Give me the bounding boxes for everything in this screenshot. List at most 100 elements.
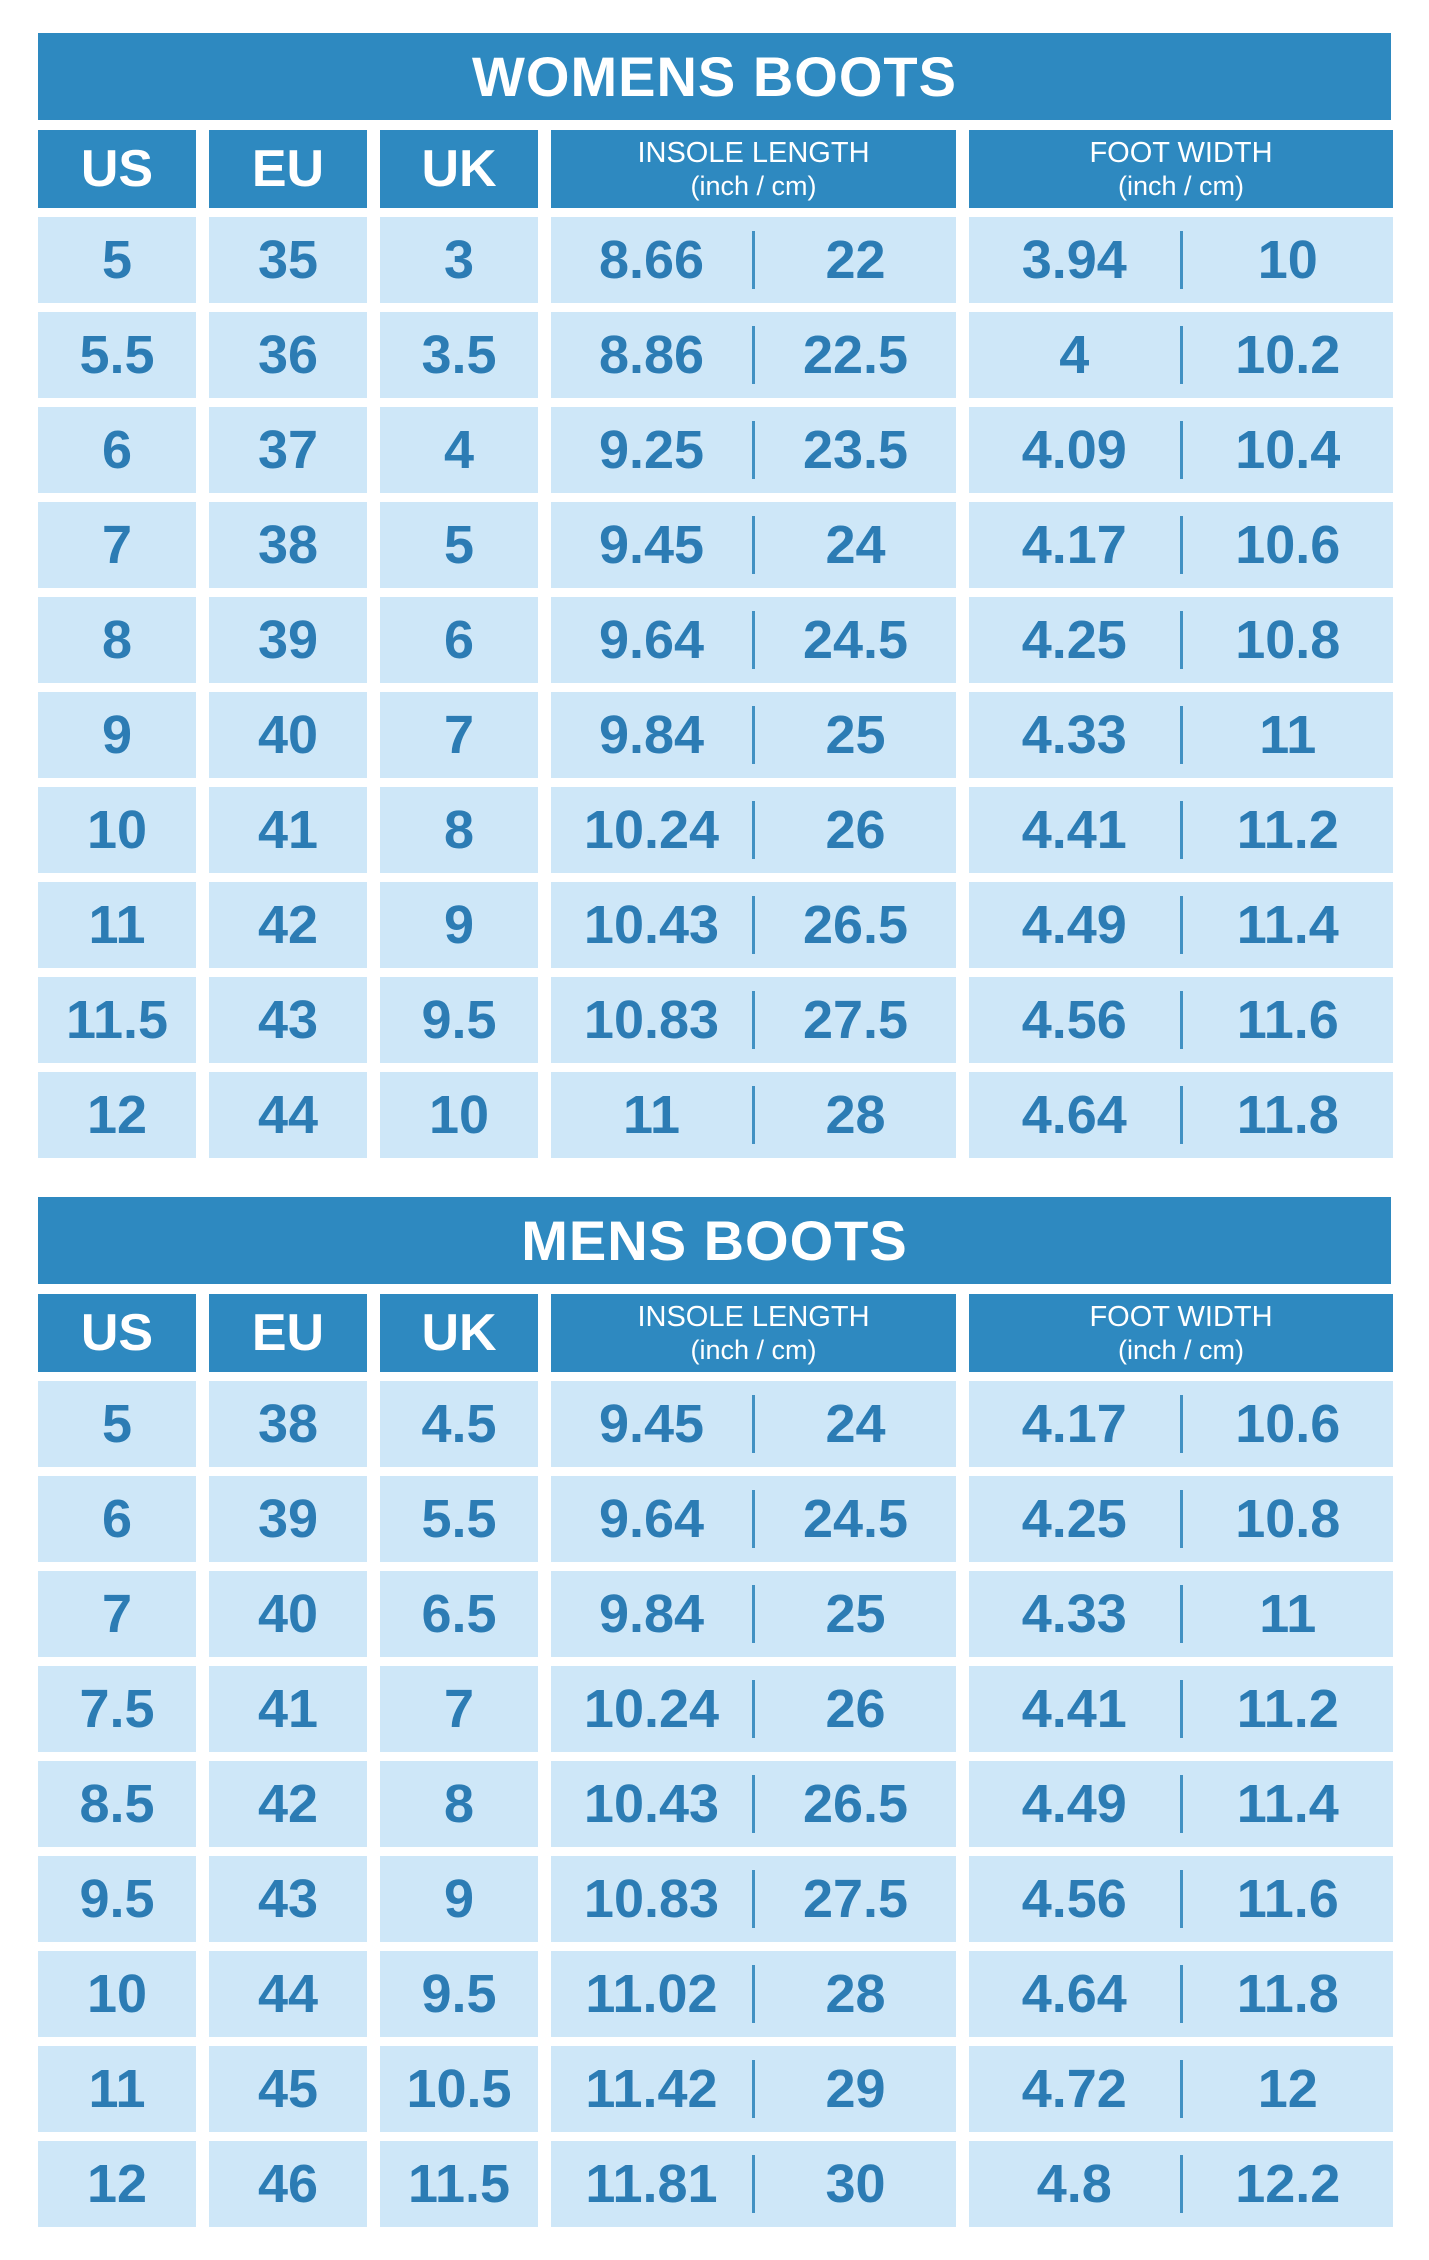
us-size-value: 11 — [88, 2059, 146, 2119]
uk-size-cell: 6.5 — [380, 1571, 538, 1657]
foot-width-cell: 4.25 10.8 — [969, 1476, 1393, 1562]
foot-width-cell: 4.8 12.2 — [969, 2141, 1393, 2227]
us-size-cell: 5 — [38, 1381, 196, 1467]
eu-size-value: 46 — [257, 2154, 319, 2214]
foot-width-cm-value: 11.4 — [1236, 1774, 1339, 1834]
foot-width-cell: 4.41 11.2 — [969, 787, 1393, 873]
column-header-uk: UK — [380, 130, 538, 208]
us-size-cell: 7 — [38, 502, 196, 588]
foot-width-inch-value: 4.8 — [1036, 2154, 1112, 2214]
foot-width-cell: 4 10.2 — [969, 312, 1393, 398]
eu-size-cell: 36 — [209, 312, 367, 398]
foot-width-cm-value: 11.6 — [1236, 990, 1339, 1050]
foot-width-inch-value: 4.33 — [1021, 705, 1127, 765]
foot-width-cm-value: 12.2 — [1235, 2154, 1341, 2214]
us-size-cell: 10 — [38, 1951, 196, 2037]
uk-size-value: 9.5 — [421, 990, 497, 1050]
inch-cm-divider — [1179, 611, 1183, 669]
inch-cm-divider — [1179, 801, 1183, 859]
insole-length-cell: 10.83 27.5 — [551, 977, 956, 1063]
inch-cm-divider — [752, 1490, 755, 1548]
insole-length-cm-value: 30 — [825, 2154, 886, 2214]
column-header-eu: EU — [209, 1294, 367, 1372]
us-size-value: 9 — [101, 705, 133, 765]
inch-cm-divider — [1179, 421, 1183, 479]
us-size-value: 5 — [101, 1394, 133, 1454]
insole-length-cm-value: 27.5 — [802, 990, 909, 1050]
column-header-eu: EU — [209, 130, 367, 208]
uk-size-cell: 6 — [380, 597, 538, 683]
eu-size-value: 40 — [257, 1584, 319, 1644]
eu-size-value: 41 — [257, 800, 319, 860]
eu-size-cell: 37 — [209, 407, 367, 493]
insole-length-inch-value: 10.43 — [583, 895, 720, 955]
eu-size-value: 38 — [257, 1394, 319, 1454]
insole-length-inch-value: 11.02 — [585, 1964, 718, 2024]
insole-length-inch-value: 10.43 — [583, 1774, 720, 1834]
foot-width-cm-value: 11.4 — [1236, 895, 1339, 955]
eu-size-value: 43 — [257, 990, 319, 1050]
eu-size-cell: 44 — [209, 1072, 367, 1158]
foot-width-cell: 4.25 10.8 — [969, 597, 1393, 683]
foot-width-cm-value: 11.8 — [1236, 1085, 1339, 1145]
eu-size-cell: 40 — [209, 692, 367, 778]
eu-size-cell: 39 — [209, 597, 367, 683]
eu-size-cell: 43 — [209, 977, 367, 1063]
insole-length-inch-value: 10.24 — [583, 1679, 720, 1739]
insole-length-inch-value: 9.25 — [598, 420, 705, 480]
insole-length-inch-value: 10.24 — [583, 800, 720, 860]
insole-length-cm-value: 24 — [825, 515, 886, 575]
insole-length-cm-value: 25 — [825, 1584, 886, 1644]
insole-length-cell: 8.86 22.5 — [551, 312, 956, 398]
inch-cm-divider — [1179, 2155, 1183, 2213]
eu-size-value: 44 — [257, 1085, 319, 1145]
insole-length-cell: 10.24 26 — [551, 787, 956, 873]
inch-cm-divider — [1179, 2060, 1183, 2118]
inch-cm-divider — [752, 2060, 755, 2118]
insole-length-cell: 10.83 27.5 — [551, 1856, 956, 1942]
insole-length-inch-value: 11.81 — [585, 2154, 718, 2214]
inch-cm-divider — [752, 1395, 755, 1453]
inch-cm-divider — [752, 421, 755, 479]
inch-cm-divider — [1179, 706, 1183, 764]
uk-size-value: 6.5 — [421, 1584, 497, 1644]
insole-length-cm-value: 23.5 — [802, 420, 909, 480]
inch-cm-divider — [1179, 516, 1183, 574]
foot-width-inch-value: 4.41 — [1021, 1679, 1127, 1739]
inch-cm-divider — [1179, 1585, 1183, 1643]
insole-length-inch-value: 9.45 — [598, 1394, 705, 1454]
insole-length-cm-value: 27.5 — [802, 1869, 909, 1929]
inch-cm-divider — [752, 326, 755, 384]
insole-length-cell: 8.66 22 — [551, 217, 956, 303]
eu-size-value: 43 — [257, 1869, 319, 1929]
uk-size-cell: 7 — [380, 692, 538, 778]
foot-width-cell: 4.56 11.6 — [969, 977, 1393, 1063]
uk-size-cell: 9.5 — [380, 977, 538, 1063]
uk-size-cell: 8 — [380, 1761, 538, 1847]
uk-size-value: 5.5 — [421, 1489, 497, 1549]
insole-length-cell: 9.45 24 — [551, 502, 956, 588]
foot-width-inch-value: 4.33 — [1021, 1584, 1127, 1644]
mens-boots-table: MENS BOOTS US EU UK INSOLE LENGTH (inch … — [38, 1197, 1393, 2227]
insole-length-cm-value: 28 — [825, 1964, 886, 2024]
eu-size-value: 39 — [257, 1489, 319, 1549]
foot-width-cell: 3.94 10 — [969, 217, 1393, 303]
eu-size-cell: 42 — [209, 1761, 367, 1847]
inch-cm-divider — [1179, 1395, 1183, 1453]
foot-width-cell: 4.72 12 — [969, 2046, 1393, 2132]
insole-length-inch-value: 11 — [622, 1085, 681, 1145]
us-size-cell: 6 — [38, 407, 196, 493]
eu-size-value: 37 — [257, 420, 319, 480]
inch-cm-divider — [1179, 896, 1183, 954]
us-size-cell: 8.5 — [38, 1761, 196, 1847]
column-header-foot-width: FOOT WIDTH (inch / cm) — [969, 130, 1393, 208]
uk-size-cell: 8 — [380, 787, 538, 873]
uk-size-value: 11.5 — [407, 2154, 511, 2214]
eu-size-value: 44 — [257, 1964, 319, 2024]
eu-size-cell: 41 — [209, 1666, 367, 1752]
inch-cm-divider — [752, 1086, 755, 1144]
uk-size-cell: 5.5 — [380, 1476, 538, 1562]
eu-size-cell: 45 — [209, 2046, 367, 2132]
insole-length-cm-value: 26 — [825, 800, 886, 860]
insole-length-inch-value: 10.83 — [583, 1869, 720, 1929]
